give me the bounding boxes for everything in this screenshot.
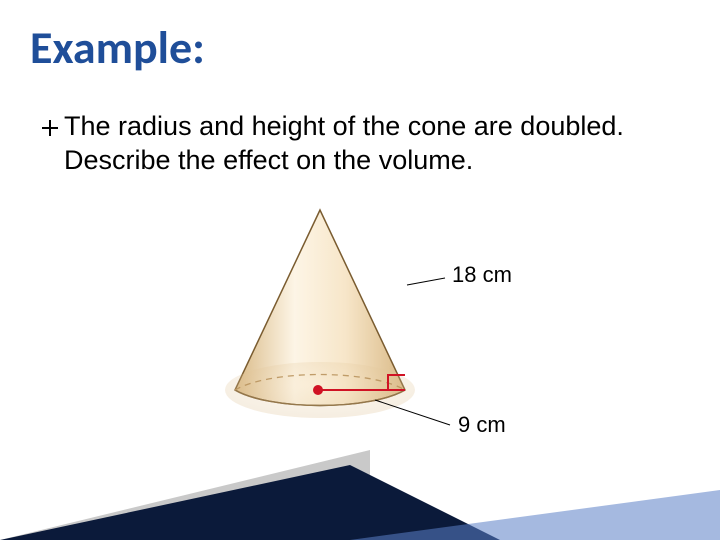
svg-text:9 cm: 9 cm — [458, 412, 506, 437]
slide-title: Example: — [30, 20, 205, 76]
body-text: The radius and height of the cone are do… — [64, 110, 680, 178]
bullet-row: The radius and height of the cone are do… — [40, 110, 680, 178]
svg-text:18 cm: 18 cm — [452, 262, 512, 287]
bullet-icon — [40, 118, 60, 138]
cone-figure: 18 cm 9 cm — [210, 200, 550, 460]
